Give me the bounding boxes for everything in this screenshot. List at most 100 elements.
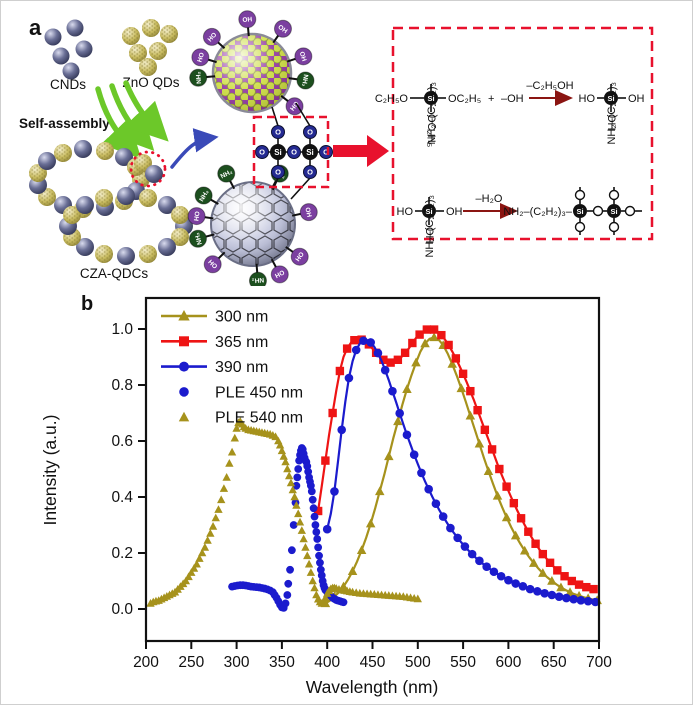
legend-item: 390 nm xyxy=(161,359,268,376)
cluster-sphere xyxy=(54,144,72,162)
legend-item: PLE 450 nm xyxy=(179,384,303,401)
chemistry-inset: C₂H₅O OC₂H₅ + –OH NH₂–(C₂H₂)₃ OC₂H₅ Si –… xyxy=(375,26,654,258)
ligand-ho: HO xyxy=(191,48,217,67)
svg-text:O: O xyxy=(323,148,329,157)
o-atom: O xyxy=(271,125,285,139)
ligand-oh: OH xyxy=(285,246,309,266)
x-tick-label: 250 xyxy=(178,654,204,671)
zno-qd-dot xyxy=(122,27,140,45)
cluster-sphere xyxy=(74,140,92,158)
svg-text:OH: OH xyxy=(273,268,285,279)
cza-qdc-cluster xyxy=(29,140,193,265)
reaction-2: HO OH NH₂–(C₂H₂)₃ OH Si –H₂O NH₂–(C₂H₂)₃… xyxy=(397,187,642,258)
legend-label: 390 nm xyxy=(215,359,268,376)
cnd-dot xyxy=(52,47,70,65)
y-axis-title: Intensity (a.u.) xyxy=(40,415,60,526)
y-tick-label: 0.0 xyxy=(111,601,133,618)
svg-text:Si: Si xyxy=(425,207,432,216)
svg-text:Si: Si xyxy=(274,148,282,157)
ligand-oh: OH xyxy=(203,251,226,274)
svg-text:O: O xyxy=(307,168,313,177)
svg-text:Si: Si xyxy=(576,207,583,216)
r2-arrow-label: –H₂O xyxy=(476,193,503,205)
self-assembly-label: Self-assembly xyxy=(19,116,110,131)
cluster-sphere xyxy=(76,238,94,256)
y-tick-label: 0.4 xyxy=(111,489,133,506)
svg-text:NH₂: NH₂ xyxy=(251,276,264,284)
r1-group-right: OC₂H₅ xyxy=(448,93,481,105)
cluster-sphere xyxy=(38,152,56,170)
o-atom: O xyxy=(303,165,317,179)
big-cnd-sphere xyxy=(210,181,296,267)
axes: 200 250 300 350 400 450 500 550 600 650 700 0.0 0.2 0… xyxy=(40,296,612,697)
legend-label: PLE 540 nm xyxy=(215,410,303,427)
y-tick-label: 0.2 xyxy=(111,545,133,562)
svg-text:Si: Si xyxy=(610,207,617,216)
ligand-ho: HO xyxy=(187,207,214,226)
r1-arrow-label: –C₂H₅OH xyxy=(526,80,573,92)
y-tick-label: 1.0 xyxy=(111,321,133,338)
r2-si-atom xyxy=(422,204,436,218)
r2-product-o-atoms xyxy=(574,189,636,233)
svg-text:NH₂: NH₂ xyxy=(300,74,309,87)
cluster-sphere xyxy=(139,245,157,263)
si-atom: Si xyxy=(270,144,286,160)
zno-qds-group xyxy=(122,19,178,76)
r1-product-left: HO xyxy=(579,93,596,105)
si-o-linker: O O O O O O O Si Si xyxy=(252,102,333,200)
cluster-sphere xyxy=(76,196,94,214)
zno-qd-dot xyxy=(149,42,167,60)
chemistry-dashed-box xyxy=(391,26,654,241)
panel-a-schematic: a CNDs ZnO QDs Self-assembly CZA-QDCs HO… xyxy=(19,10,654,286)
x-tick-label: 650 xyxy=(541,654,567,671)
legend-label: 365 nm xyxy=(215,334,268,351)
ligand-nh2: NH₂ xyxy=(288,71,315,90)
cluster-sphere xyxy=(171,228,189,246)
series-365-nm xyxy=(313,325,598,594)
panel-b-spectra-chart: b 200 250 300 350 400 450 500 550 600 650 700 0.0 0.… xyxy=(40,293,612,697)
r2-group-right: OH xyxy=(446,206,463,218)
svg-text:Si: Si xyxy=(427,94,434,103)
svg-text:OH: OH xyxy=(298,51,308,63)
r1-product-si-atom xyxy=(604,91,618,105)
cluster-sphere xyxy=(117,247,135,265)
reaction-1: C₂H₅O OC₂H₅ + –OH NH₂–(C₂H₂)₃ OC₂H₅ Si –… xyxy=(375,80,645,147)
cnd-dot xyxy=(62,62,80,80)
zoom-curved-arrow-icon xyxy=(170,128,219,169)
svg-text:O: O xyxy=(275,168,281,177)
svg-text:OH: OH xyxy=(293,250,305,262)
legend-label: PLE 450 nm xyxy=(215,384,303,401)
r1-group-bottom: OC₂H₅ xyxy=(425,114,437,147)
legend-item: PLE 540 nm xyxy=(178,410,303,427)
ligand-nh2: NH₂ xyxy=(217,164,236,190)
ligand-oh: OH xyxy=(272,19,292,44)
series-300-nm xyxy=(320,332,602,608)
ligand-oh: OH xyxy=(291,203,318,222)
ligand-oh: OH xyxy=(238,10,257,37)
svg-text:O: O xyxy=(291,148,297,157)
svg-text:O: O xyxy=(275,128,281,137)
x-tick-label: 600 xyxy=(495,654,521,671)
cluster-sphere xyxy=(115,148,133,166)
zno-qd-dot xyxy=(160,25,178,43)
svg-text:HO: HO xyxy=(207,32,219,44)
zno-qds-label: ZnO QDs xyxy=(122,75,179,90)
cnds-label: CNDs xyxy=(50,77,86,92)
svg-text:OH: OH xyxy=(303,207,312,218)
x-tick-label: 200 xyxy=(133,654,159,671)
series-390-nm xyxy=(322,336,600,607)
o-atom: O xyxy=(319,145,333,159)
r2-product-bonds xyxy=(579,187,642,235)
x-axis-title: Wavelength (nm) xyxy=(306,677,439,697)
cnd-dot xyxy=(44,28,62,46)
ligand-nh2: NH₂ xyxy=(248,263,267,286)
legend-item: 365 nm xyxy=(161,334,268,351)
series-ple-450-nm xyxy=(228,444,348,612)
ligand-ho: HO xyxy=(202,27,226,49)
svg-text:OH: OH xyxy=(242,16,253,24)
panel-a-letter: a xyxy=(29,15,42,40)
zno-qd-dot xyxy=(139,58,157,76)
o-atom: O xyxy=(271,165,285,179)
